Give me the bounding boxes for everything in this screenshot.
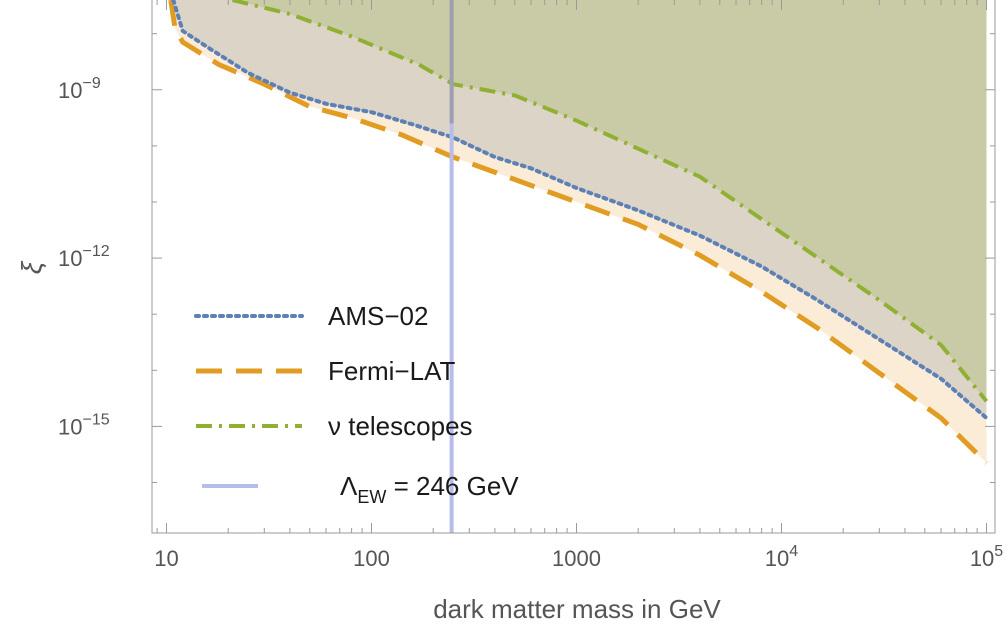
y-tick-label: 10−15	[58, 411, 110, 439]
legend-label: AMS−02	[328, 301, 428, 331]
curve-fermi	[168, 0, 989, 465]
y-tick-label: 10−12	[58, 243, 110, 271]
curve-neutrino	[232, 0, 989, 403]
x-axis-label: dark matter mass in GeV	[433, 594, 721, 624]
exclusion-curves	[168, 0, 989, 465]
shaded-regions	[170, 0, 987, 463]
legend: AMS−02 Fermi−LAT ν telescopes ΛEW = 246 GeV	[194, 301, 519, 507]
plot-frame-rect	[151, 0, 996, 534]
y-axis-label: ξ	[16, 260, 47, 274]
x-tick-label: 1000	[552, 546, 601, 571]
legend-label: Fermi−LAT	[328, 356, 455, 386]
x-tick-label: 104	[765, 543, 798, 571]
x-tick-label: 10	[154, 546, 178, 571]
x-tick-label: 100	[353, 546, 390, 571]
legend-label: ΛEW = 246 GeV	[340, 471, 519, 507]
x-tick-label: 105	[970, 543, 1003, 571]
y-tick-label: 10−9	[58, 75, 101, 103]
excluded-region-neutrino	[232, 0, 987, 402]
axis-ticks	[152, 0, 995, 533]
plot-frame	[151, 0, 996, 534]
legend-label: ν telescopes	[328, 411, 473, 441]
curve-ams	[171, 0, 989, 420]
